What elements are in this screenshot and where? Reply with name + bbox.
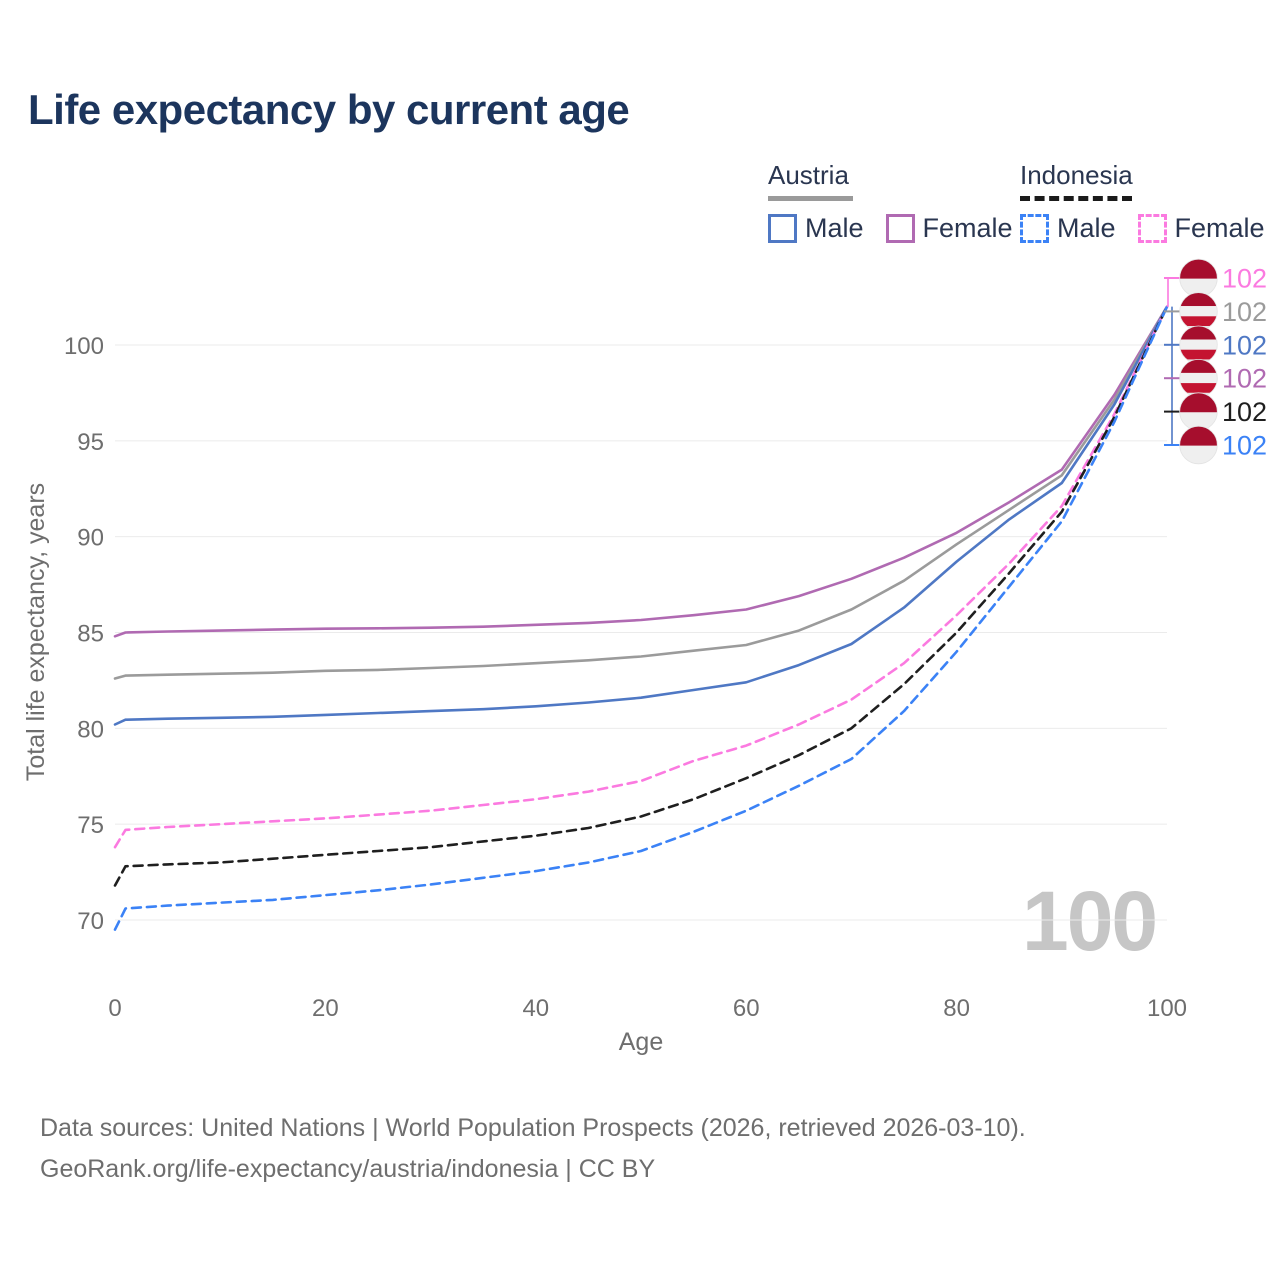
- y-tick-70: 70: [77, 908, 104, 935]
- legend-item-indonesia-female[interactable]: Female: [1137, 213, 1265, 244]
- footer: Data sources: United Nations | World Pop…: [40, 1108, 1026, 1190]
- y-tick-80: 80: [77, 716, 104, 743]
- x-axis-title: Age: [619, 1028, 663, 1056]
- legend-item-austria-male[interactable]: Male: [768, 213, 864, 244]
- legend-item-label: Male: [805, 213, 864, 243]
- series-line-austria-female: [113, 305, 1169, 638]
- indonesia-female-swatch: [1137, 214, 1167, 243]
- indonesia-flag-icon: [1179, 392, 1218, 431]
- legend-group-austria: Austria Male Female: [768, 160, 1013, 244]
- y-tick-95: 95: [77, 429, 104, 456]
- end-value-label-austria-female: 102: [1222, 364, 1267, 394]
- series-line-indonesia-male: [113, 305, 1169, 931]
- legend-item-label: Female: [1174, 213, 1265, 243]
- indonesia-male-swatch: [1020, 214, 1049, 243]
- legend-item-indonesia-male[interactable]: Male: [1020, 213, 1116, 244]
- page-title: Life expectancy by current age: [28, 86, 630, 133]
- x-tick-80: 80: [943, 995, 970, 1022]
- end-value-label-indonesia-female: 102: [1222, 264, 1267, 294]
- y-tick-85: 85: [77, 620, 104, 647]
- austria-solid-line-sample: [768, 196, 853, 201]
- series-line-austria-both-sexes: [113, 305, 1169, 680]
- legend-item-label: Male: [1057, 213, 1116, 243]
- y-tick-75: 75: [77, 812, 104, 839]
- series-line-austria-male: [113, 305, 1169, 726]
- footer-source-line: Data sources: United Nations | World Pop…: [40, 1114, 1026, 1142]
- x-tick-20: 20: [312, 995, 339, 1022]
- austria-female-swatch: [885, 214, 915, 243]
- legend-country-austria: Austria: [768, 160, 849, 190]
- series-line-indonesia-both-sexes: [113, 305, 1169, 887]
- end-value-label-austria-male: 102: [1222, 330, 1267, 360]
- x-tick-40: 40: [522, 995, 549, 1022]
- footer-attribution-line: GeoRank.org/life-expectancy/austria/indo…: [40, 1155, 656, 1183]
- legend-item-austria-female[interactable]: Female: [885, 213, 1013, 244]
- life-expectancy-chart-canvas: 100 70 75 80 85 90 95 100 0 20 40 60 80 100 Age Total l…: [22, 258, 1267, 1056]
- indonesia-flag-icon: [1179, 259, 1218, 297]
- flag-icon-ring: [1179, 425, 1218, 465]
- indonesia-flag-icon: [1179, 426, 1218, 464]
- end-value-label-austria-both-sexes: 102: [1222, 297, 1267, 327]
- y-tick-100: 100: [64, 333, 104, 360]
- end-value-label-indonesia-male: 102: [1222, 431, 1267, 461]
- end-value-label-indonesia-both-sexes: 102: [1222, 397, 1267, 427]
- indonesia-dashed-line-sample: [1020, 196, 1132, 201]
- x-tick-0: 0: [108, 995, 121, 1022]
- y-axis-title: Total life expectancy, years: [22, 483, 50, 781]
- series-line-indonesia-female: [113, 305, 1169, 849]
- x-tick-60: 60: [733, 995, 760, 1022]
- austria-male-swatch: [768, 214, 797, 243]
- legend-item-label: Female: [922, 213, 1013, 243]
- legend-country-indonesia: Indonesia: [1020, 160, 1133, 190]
- x-tick-100: 100: [1147, 995, 1187, 1022]
- watermark-age-100: 100: [1022, 874, 1156, 968]
- legend-group-indonesia: Indonesia Male Female: [1020, 160, 1265, 244]
- y-tick-90: 90: [77, 525, 104, 552]
